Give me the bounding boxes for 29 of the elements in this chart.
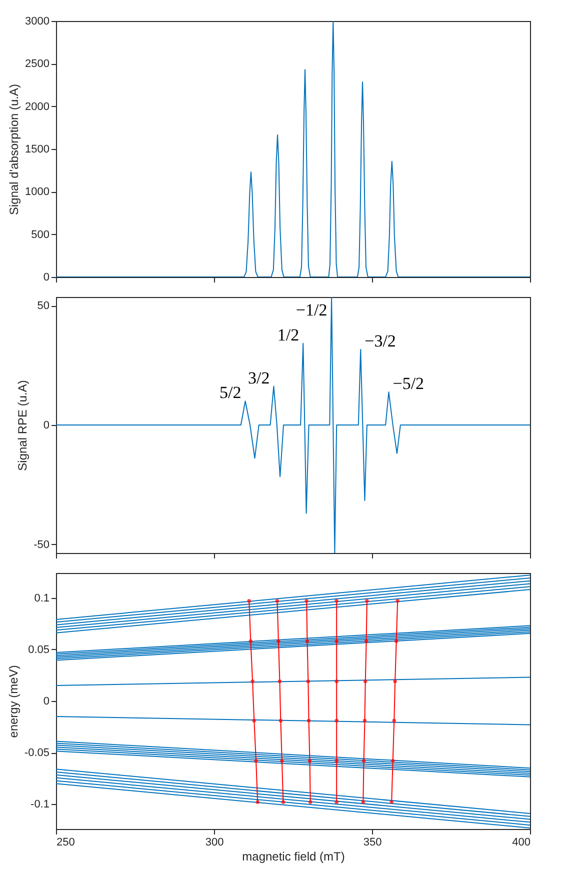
y-tick-label: -0.1 <box>30 798 50 811</box>
y-tick-label: 500 <box>31 228 50 241</box>
annotation: −1/2 <box>296 300 328 320</box>
y-tick-label: 0.05 <box>28 644 50 656</box>
y-tick-label: 0 <box>43 696 50 708</box>
y-tick-label: 1500 <box>25 144 50 156</box>
x-tick-label: 350 <box>363 836 382 848</box>
annotation: −5/2 <box>392 374 424 394</box>
y-tick-label: 3000 <box>25 16 50 28</box>
x-tick-label: 400 <box>512 836 530 848</box>
x-tick-label: 250 <box>56 836 75 848</box>
y-tick-label: 0 <box>43 420 50 432</box>
y-axis-title: Signal d'absorption (u.A) <box>7 84 22 216</box>
y-tick-label: 50 <box>37 300 50 312</box>
annotation: 1/2 <box>277 325 300 344</box>
x-tick-label: 300 <box>205 836 224 848</box>
y-tick-label: -0.05 <box>24 747 50 760</box>
annotation: 5/2 <box>220 383 242 402</box>
y-axis-title: energy (meV) <box>6 665 20 738</box>
y-tick-label: -50 <box>34 538 50 551</box>
annotation: −3/2 <box>364 332 396 351</box>
annotation: 3/2 <box>248 368 270 388</box>
x-axis-title: magnetic field (mT) <box>242 850 345 864</box>
y-tick-label: 2000 <box>25 100 50 113</box>
y-axis-title: Signal RPE (u.A) <box>16 380 30 471</box>
y-tick-label: 2500 <box>25 58 50 70</box>
y-tick-label: 0 <box>43 272 50 284</box>
y-tick-label: 1000 <box>25 186 50 198</box>
y-tick-label: 0.1 <box>34 592 50 604</box>
